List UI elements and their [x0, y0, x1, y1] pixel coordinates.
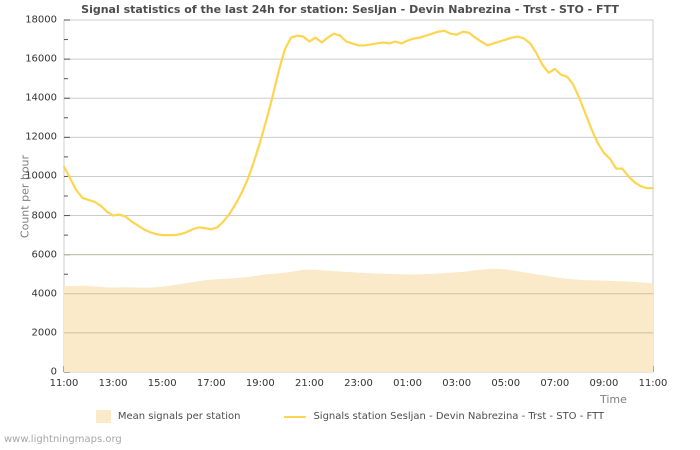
x-tick-label: 11:00: [49, 378, 79, 389]
legend-area-swatch-icon: [95, 410, 111, 423]
x-tick-label: 23:00: [344, 378, 373, 389]
series-line-station-signals: [62, 29, 655, 237]
x-tick-label: 11:00: [638, 378, 668, 389]
x-tick-label: 05:00: [491, 378, 521, 389]
y-tick-label: 0: [50, 366, 57, 378]
x-tick-label: 03:00: [442, 378, 472, 389]
y-tick-label: 18000: [25, 14, 57, 26]
x-tick-label: 09:00: [589, 378, 619, 389]
x-tick-label: 13:00: [98, 378, 128, 389]
x-tick-label: 19:00: [245, 378, 275, 389]
y-tick-label: 2000: [31, 327, 57, 339]
x-tick-label: 21:00: [294, 378, 324, 389]
x-tick-label: 17:00: [196, 378, 226, 389]
watermark-text: www.lightningmaps.org: [4, 434, 122, 445]
y-tick-label: 4000: [31, 288, 57, 300]
legend-item-label: Signals station Sesljan - Devin Nabrezin…: [313, 411, 605, 422]
y-tick-label: 6000: [31, 249, 57, 261]
chart-legend: Mean signals per station Signals station…: [0, 410, 700, 423]
x-tick-label: 01:00: [393, 378, 422, 389]
legend-line-swatch-icon: [284, 415, 307, 418]
x-tick-label: 07:00: [540, 378, 570, 389]
legend-item-mean-area[interactable]: Mean signals per station: [95, 410, 241, 423]
y-tick-label: 8000: [31, 210, 57, 222]
y-tick-label: 14000: [25, 92, 57, 104]
y-tick-label: 10000: [25, 170, 57, 182]
legend-item-station-line[interactable]: Signals station Sesljan - Devin Nabrezin…: [284, 411, 604, 422]
y-tick-label: 16000: [25, 53, 57, 65]
series-area-mean-signals: [64, 268, 653, 372]
legend-item-label: Mean signals per station: [117, 411, 241, 422]
x-tick-label: 15:00: [147, 378, 177, 389]
y-tick-label: 12000: [25, 131, 57, 143]
x-axis-label: Time: [600, 393, 627, 406]
chart-title: Signal statistics of the last 24h for st…: [81, 3, 619, 16]
